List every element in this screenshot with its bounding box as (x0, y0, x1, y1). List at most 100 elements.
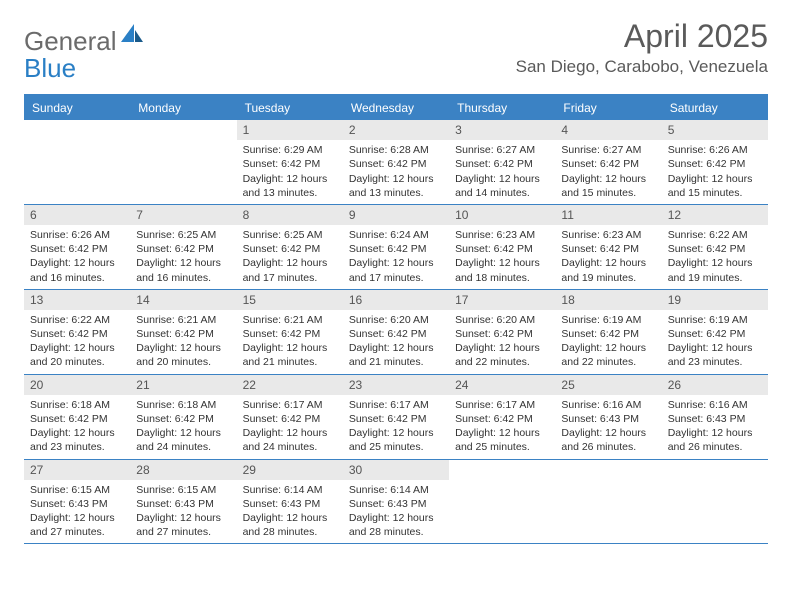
sunrise-text: Sunrise: 6:16 AM (668, 398, 762, 412)
sunset-text: Sunset: 6:42 PM (136, 327, 230, 341)
day-number: 12 (662, 205, 768, 225)
daylight-text: Daylight: 12 hours and 23 minutes. (668, 341, 762, 369)
day-body: Sunrise: 6:28 AMSunset: 6:42 PMDaylight:… (343, 140, 449, 204)
daylight-text: Daylight: 12 hours and 28 minutes. (349, 511, 443, 539)
day-number: 13 (24, 290, 130, 310)
weeks-container: 1Sunrise: 6:29 AMSunset: 6:42 PMDaylight… (24, 120, 768, 544)
sunset-text: Sunset: 6:42 PM (561, 242, 655, 256)
day-cell: 8Sunrise: 6:25 AMSunset: 6:42 PMDaylight… (237, 205, 343, 289)
day-number: 1 (237, 120, 343, 140)
day-cell: 24Sunrise: 6:17 AMSunset: 6:42 PMDayligh… (449, 375, 555, 459)
sunset-text: Sunset: 6:43 PM (561, 412, 655, 426)
day-body: Sunrise: 6:17 AMSunset: 6:42 PMDaylight:… (343, 395, 449, 459)
day-cell: 15Sunrise: 6:21 AMSunset: 6:42 PMDayligh… (237, 290, 343, 374)
day-body: Sunrise: 6:20 AMSunset: 6:42 PMDaylight:… (343, 310, 449, 374)
sunrise-text: Sunrise: 6:18 AM (30, 398, 124, 412)
day-cell: 16Sunrise: 6:20 AMSunset: 6:42 PMDayligh… (343, 290, 449, 374)
daylight-text: Daylight: 12 hours and 20 minutes. (30, 341, 124, 369)
day-cell (555, 460, 661, 544)
day-body: Sunrise: 6:17 AMSunset: 6:42 PMDaylight:… (449, 395, 555, 459)
day-body: Sunrise: 6:17 AMSunset: 6:42 PMDaylight:… (237, 395, 343, 459)
day-number: 5 (662, 120, 768, 140)
day-number: 18 (555, 290, 661, 310)
week-row: 1 Sunrise: 6:29 AM Sunset: 6:42 PM Daylight… (24, 120, 768, 205)
day-cell: 13Sunrise: 6:22 AMSunset: 6:42 PMDayligh… (24, 290, 130, 374)
day-cell: 26Sunrise: 6:16 AMSunset: 6:43 PMDayligh… (662, 375, 768, 459)
day-body: Sunrise: 6:15 AMSunset: 6:43 PMDaylight:… (24, 480, 130, 544)
sunrise-text: Sunrise: 6:28 AM (349, 143, 443, 157)
sunset-text: Sunset: 6:42 PM (30, 242, 124, 256)
sunset-text: Sunset: 6:42 PM (455, 412, 549, 426)
day-number: 22 (237, 375, 343, 395)
day-cell: 22Sunrise: 6:17 AMSunset: 6:42 PMDayligh… (237, 375, 343, 459)
daylight-text: Daylight: 12 hours and 25 minutes. (455, 426, 549, 454)
sunrise-text: Sunrise: 6:22 AM (668, 228, 762, 242)
day-cell: 17Sunrise: 6:20 AMSunset: 6:42 PMDayligh… (449, 290, 555, 374)
sunset-text: Sunset: 6:42 PM (30, 327, 124, 341)
day-cell: 20Sunrise: 6:18 AMSunset: 6:42 PMDayligh… (24, 375, 130, 459)
daylight-text: Daylight: 12 hours and 19 minutes. (668, 256, 762, 284)
day-cell: 14Sunrise: 6:21 AMSunset: 6:42 PMDayligh… (130, 290, 236, 374)
daylight-text: Daylight: 12 hours and 21 minutes. (349, 341, 443, 369)
day-cell (662, 460, 768, 544)
week-row: 20Sunrise: 6:18 AMSunset: 6:42 PMDayligh… (24, 375, 768, 460)
day-number: 27 (24, 460, 130, 480)
week-row: 27Sunrise: 6:15 AMSunset: 6:43 PMDayligh… (24, 460, 768, 545)
daylight-text: Daylight: 12 hours and 22 minutes. (455, 341, 549, 369)
sunrise-text: Sunrise: 6:17 AM (455, 398, 549, 412)
day-header: Wednesday (343, 96, 449, 120)
day-body: Sunrise: 6:15 AMSunset: 6:43 PMDaylight:… (130, 480, 236, 544)
day-cell: 11Sunrise: 6:23 AMSunset: 6:42 PMDayligh… (555, 205, 661, 289)
day-body: Sunrise: 6:27 AMSunset: 6:42 PMDaylight:… (449, 140, 555, 204)
day-cell: 28Sunrise: 6:15 AMSunset: 6:43 PMDayligh… (130, 460, 236, 544)
daylight-text: Daylight: 12 hours and 24 minutes. (136, 426, 230, 454)
calendar-page: General Blue April 2025 San Diego, Carab… (0, 0, 792, 562)
sunrise-text: Sunrise: 6:15 AM (136, 483, 230, 497)
day-body: Sunrise: 6:14 AMSunset: 6:43 PMDaylight:… (237, 480, 343, 544)
sunset-text: Sunset: 6:42 PM (668, 157, 762, 171)
day-body: Sunrise: 6:19 AMSunset: 6:42 PMDaylight:… (662, 310, 768, 374)
sunrise-text: Sunrise: 6:21 AM (243, 313, 337, 327)
daylight-text: Daylight: 12 hours and 17 minutes. (349, 256, 443, 284)
day-number: 11 (555, 205, 661, 225)
sunset-text: Sunset: 6:42 PM (668, 327, 762, 341)
sunset-text: Sunset: 6:43 PM (243, 497, 337, 511)
daylight-text: Daylight: 12 hours and 13 minutes. (243, 172, 337, 200)
day-body: Sunrise: 6:23 AMSunset: 6:42 PMDaylight:… (555, 225, 661, 289)
day-cell: 10Sunrise: 6:23 AMSunset: 6:42 PMDayligh… (449, 205, 555, 289)
daylight-text: Daylight: 12 hours and 25 minutes. (349, 426, 443, 454)
day-number: 8 (237, 205, 343, 225)
day-number: 9 (343, 205, 449, 225)
sunrise-text: Sunrise: 6:27 AM (455, 143, 549, 157)
day-body: Sunrise: 6:26 AMSunset: 6:42 PMDaylight:… (662, 140, 768, 204)
day-number: 10 (449, 205, 555, 225)
day-cell: 23Sunrise: 6:17 AMSunset: 6:42 PMDayligh… (343, 375, 449, 459)
sunrise-text: Sunrise: 6:29 AM (243, 143, 337, 157)
day-cell: 2Sunrise: 6:28 AMSunset: 6:42 PMDaylight… (343, 120, 449, 204)
sunset-text: Sunset: 6:42 PM (243, 412, 337, 426)
daylight-text: Daylight: 12 hours and 13 minutes. (349, 172, 443, 200)
sunset-text: Sunset: 6:42 PM (561, 157, 655, 171)
calendar-grid: SundayMondayTuesdayWednesdayThursdayFrid… (24, 94, 768, 544)
sunrise-text: Sunrise: 6:19 AM (561, 313, 655, 327)
day-body: Sunrise: 6:26 AMSunset: 6:42 PMDaylight:… (24, 225, 130, 289)
daylight-text: Daylight: 12 hours and 24 minutes. (243, 426, 337, 454)
sunrise-text: Sunrise: 6:25 AM (136, 228, 230, 242)
day-body: Sunrise: 6:20 AMSunset: 6:42 PMDaylight:… (449, 310, 555, 374)
day-headers-row: SundayMondayTuesdayWednesdayThursdayFrid… (24, 96, 768, 120)
logo-text-blue: Blue (24, 53, 76, 83)
day-cell (130, 120, 236, 204)
day-body: Sunrise: 6:22 AMSunset: 6:42 PMDaylight:… (24, 310, 130, 374)
sunrise-text: Sunrise: 6:17 AM (349, 398, 443, 412)
day-body: Sunrise: 6:24 AMSunset: 6:42 PMDaylight:… (343, 225, 449, 289)
sunrise-text: Sunrise: 6:20 AM (455, 313, 549, 327)
day-number: 16 (343, 290, 449, 310)
logo-text-general: General (24, 26, 117, 56)
sunrise-text: Sunrise: 6:14 AM (243, 483, 337, 497)
day-body: Sunrise: 6:23 AMSunset: 6:42 PMDaylight:… (449, 225, 555, 289)
sunset-text: Sunset: 6:42 PM (455, 157, 549, 171)
day-body: Sunrise: 6:16 AMSunset: 6:43 PMDaylight:… (555, 395, 661, 459)
sunrise-text: Sunrise: 6:15 AM (30, 483, 124, 497)
day-cell: 25Sunrise: 6:16 AMSunset: 6:43 PMDayligh… (555, 375, 661, 459)
sunset-text: Sunset: 6:43 PM (668, 412, 762, 426)
